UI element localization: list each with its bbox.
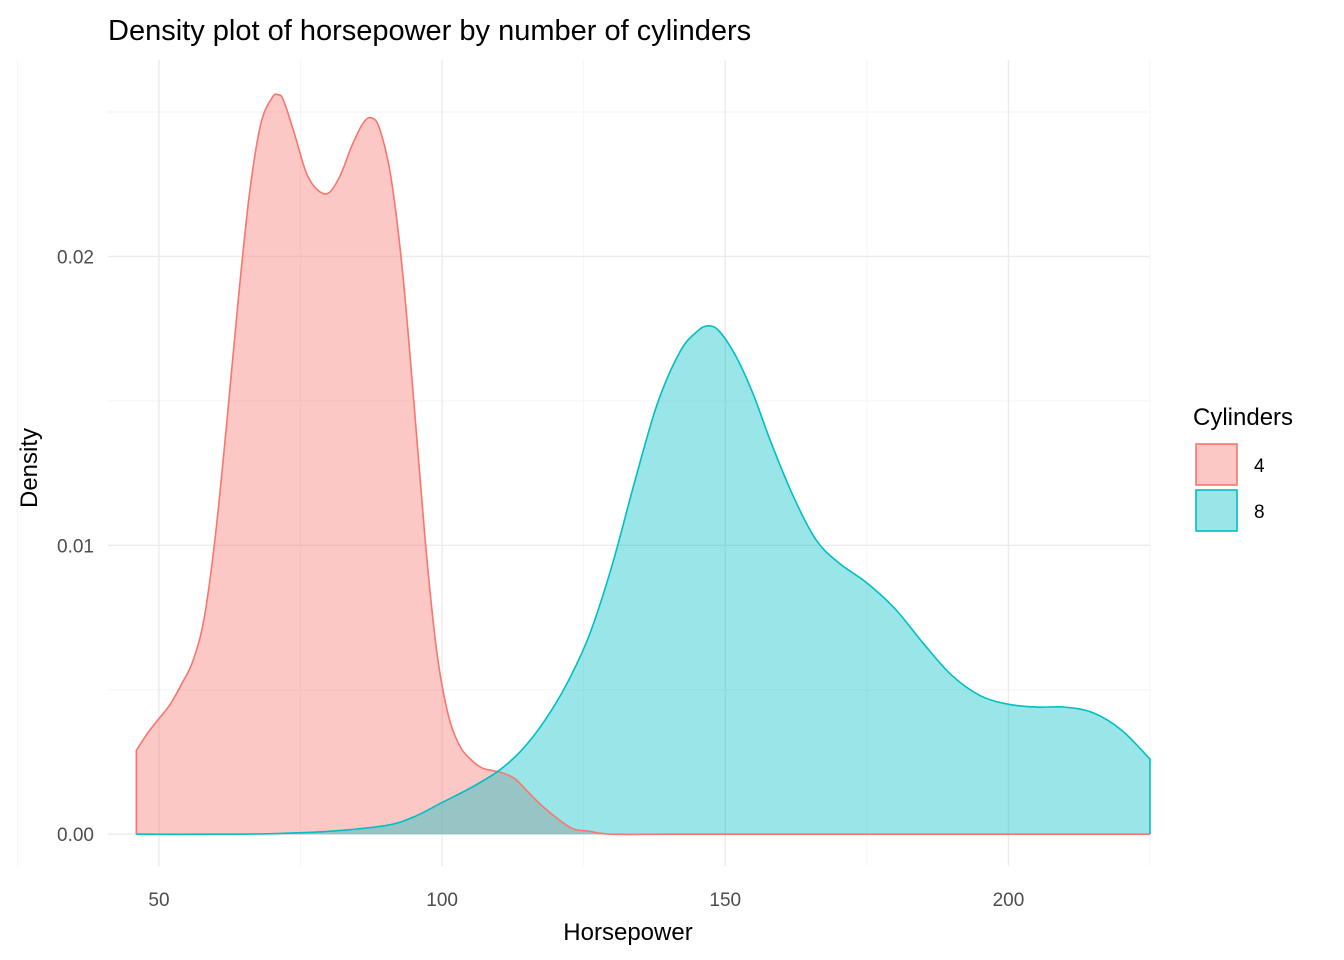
density-areas	[135, 93, 1151, 836]
x-axis-ticks: 50 100 150 200	[148, 890, 1024, 911]
density-area-8	[136, 325, 1150, 835]
y-tick-label: 0.01	[57, 536, 94, 557]
legend-key-4	[1195, 443, 1238, 486]
legend: Cylinders 4 8	[1193, 404, 1293, 532]
legend-title: Cylinders	[1193, 404, 1293, 431]
y-tick-label: 0.00	[57, 825, 94, 846]
legend-key-bg	[1196, 444, 1237, 485]
y-axis-title: Density	[16, 428, 43, 508]
x-axis-title: Horsepower	[563, 919, 692, 946]
y-axis-ticks: 0.00 0.01 0.02	[57, 247, 94, 846]
x-tick-label: 50	[148, 890, 169, 911]
legend-label-8: 8	[1254, 502, 1265, 523]
legend-label-4: 4	[1254, 456, 1265, 477]
legend-key-bg	[1196, 490, 1237, 531]
legend-key-8	[1195, 489, 1238, 532]
x-tick-label: 150	[709, 890, 741, 911]
x-tick-label: 100	[426, 890, 458, 911]
density-line-4	[135, 93, 1150, 836]
x-tick-label: 200	[993, 890, 1025, 911]
density-line-8	[136, 324, 1151, 836]
y-tick-label: 0.02	[57, 247, 94, 268]
density-area-4	[136, 94, 1150, 835]
chart-title: Density plot of horsepower by number of …	[108, 15, 751, 47]
